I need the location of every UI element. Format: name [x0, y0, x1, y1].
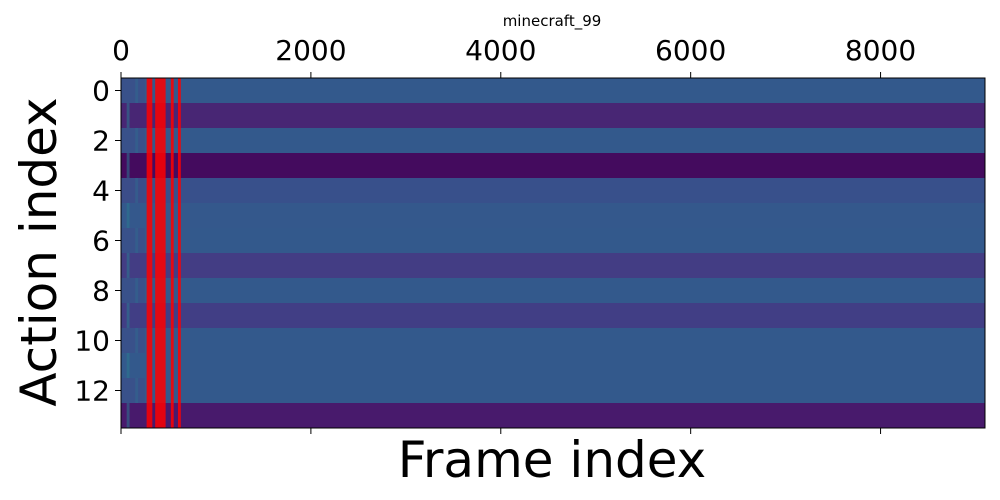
heatmap-row-2	[121, 128, 985, 153]
x-axis: 0 2000 4000 6000 8000	[112, 34, 916, 434]
heatmap-row-1	[121, 103, 985, 128]
x-tick-label: 2000	[275, 34, 346, 67]
heatmap-row-13	[121, 403, 985, 428]
highlight-band-3	[177, 78, 181, 428]
x-tick-label: 8000	[845, 34, 916, 67]
heatmap-row-12	[121, 378, 985, 403]
early-variation-cell	[135, 328, 139, 353]
early-variation-cell	[135, 78, 139, 103]
plot-frame	[120, 77, 986, 429]
y-tick-label: 4	[92, 175, 110, 208]
x-axis-title: Frame index	[398, 431, 706, 489]
y-tick-label: 8	[92, 275, 110, 308]
heatmap-row-3	[121, 153, 985, 178]
y-axis-title: Action index	[10, 97, 68, 406]
early-variation-cell	[121, 178, 145, 203]
heatmap-early-variation	[121, 78, 145, 428]
early-variation-cell	[135, 378, 139, 403]
heatmap-row-7	[121, 253, 985, 278]
highlight-band-0	[146, 78, 153, 428]
heatmap-row-6	[121, 228, 985, 253]
early-variation-cell	[121, 328, 145, 353]
heatmap-row-4	[121, 178, 985, 203]
x-tick-label: 6000	[655, 34, 726, 67]
early-variation-cell	[126, 353, 130, 378]
y-tick-label: 0	[92, 75, 110, 108]
early-variation-cell	[135, 278, 139, 303]
early-variation-cell	[121, 378, 145, 403]
heatmap-row-10	[121, 328, 985, 353]
early-variation-cell	[126, 303, 130, 328]
highlight-band-2	[170, 78, 174, 428]
heatmap-row-8	[121, 278, 985, 303]
heatmap-row-11	[121, 353, 985, 378]
early-variation-cell	[121, 128, 145, 153]
early-variation-cell	[135, 228, 139, 253]
chart-title: minecraft_99	[503, 12, 602, 31]
heatmap-row-5	[121, 203, 985, 228]
heatmap-row-0	[121, 78, 985, 103]
early-variation-cell	[135, 178, 139, 203]
heatmap-row-9	[121, 303, 985, 328]
early-variation-cell	[126, 253, 130, 278]
early-variation-cell	[126, 103, 130, 128]
y-tick-label: 2	[92, 125, 110, 158]
highlight-band-1	[155, 78, 166, 428]
early-variation-cell	[121, 278, 145, 303]
x-tick-label: 0	[112, 34, 130, 67]
y-tick-label: 12	[74, 375, 110, 408]
y-tick-label: 10	[74, 325, 110, 358]
early-variation-cell	[135, 128, 139, 153]
early-variation-cell	[126, 153, 130, 178]
y-axis: 0 2 4 6 8 10 12	[74, 75, 121, 408]
early-variation-cell	[121, 228, 145, 253]
y-tick-label: 6	[92, 225, 110, 258]
early-variation-cell	[126, 403, 130, 428]
early-variation-cell	[126, 203, 130, 228]
heatmap-highlight-bands	[146, 78, 181, 428]
early-variation-cell	[121, 78, 145, 103]
x-tick-label: 4000	[465, 34, 536, 67]
heatmap-rows	[121, 78, 985, 428]
